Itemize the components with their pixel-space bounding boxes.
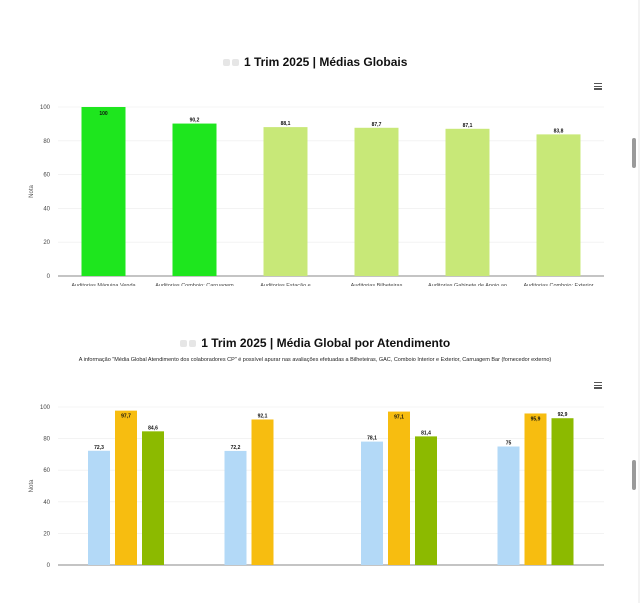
data-label: 97,1 [394,415,404,421]
y-tick-label: 100 [40,105,51,111]
flag-icon [188,340,196,348]
bar [263,127,308,277]
scrollbar-thumb-1[interactable] [632,138,636,168]
chart-1-title: 1 Trim 2025 | Médias Globais [0,55,630,69]
flag-icon [231,59,239,67]
chart-medias-globais: 1 Trim 2025 | Médias Globais 0 20 40 60 80 10… [0,0,630,300]
bar [81,107,126,276]
bar [88,450,110,565]
y-tick-label: 60 [43,468,50,474]
y-tick-label: 60 [43,173,50,179]
data-label: 87,7 [372,122,382,128]
data-label: 95,9 [531,416,541,422]
data-label: 90,2 [190,118,200,124]
chart-2-subtitle: A informação "Média Global Atendimento d… [78,357,552,363]
data-label: 83,8 [554,128,564,134]
data-label: 78,1 [367,436,377,442]
bar [445,128,490,276]
data-label: 100 [99,111,108,117]
data-label: 72,3 [94,445,104,451]
data-label: 84,6 [148,425,158,431]
bar [415,436,437,565]
y-axis-title: Nota [29,185,35,198]
scrollbar-thumb-2[interactable] [632,460,636,490]
y-tick-label: 40 [43,206,50,212]
data-label: 72,2 [231,445,241,451]
bar [361,441,383,565]
chart-1-plot: 020406080100Nota100Auditorias Máquina Ve… [0,105,630,300]
label-mask [0,286,630,300]
chart-2-title: 1 Trim 2025 | Média Global por Atendimen… [0,336,630,350]
bar [388,411,410,565]
data-label: 87,1 [463,123,473,129]
bar [115,410,137,565]
y-tick-label: 20 [43,531,50,537]
data-label: 97,7 [121,414,131,420]
data-label: 92,1 [258,413,268,419]
bar [251,419,274,565]
y-tick-label: 100 [40,405,51,411]
bar [497,446,520,565]
bar [354,127,399,276]
y-tick-label: 80 [43,437,50,443]
y-tick-label: 40 [43,500,50,506]
bar [536,134,581,276]
bar [224,450,247,565]
bar [524,413,547,565]
y-tick-label: 0 [47,563,51,569]
bar [142,431,164,565]
bar [551,418,574,565]
data-label: 88,1 [281,121,291,127]
data-label: 92,9 [558,412,568,418]
bar [172,123,217,276]
y-tick-label: 0 [47,274,51,280]
data-label: 81,4 [421,430,431,436]
pin-icon [222,59,230,67]
y-tick-label: 80 [43,139,50,145]
y-tick-label: 20 [43,240,50,246]
chart-1-menu-icon[interactable] [594,83,602,90]
page-edge [638,0,640,603]
pin-icon [179,340,187,348]
data-label: 75 [506,441,512,447]
y-axis-title: Nota [29,479,35,492]
chart-2-menu-icon[interactable] [594,382,602,389]
